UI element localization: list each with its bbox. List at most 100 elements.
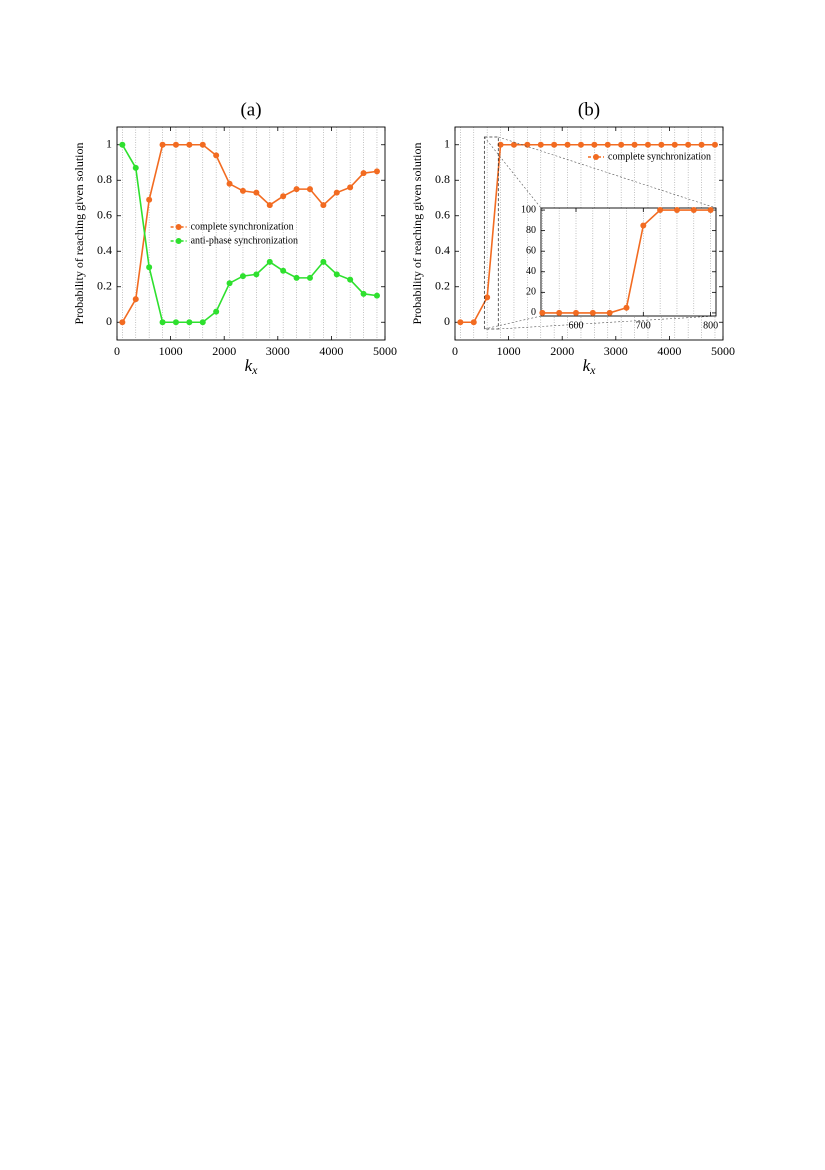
y-tick-label: 1 bbox=[444, 137, 450, 151]
data-point bbox=[226, 280, 233, 287]
y-axis-label: Probability of reaching given solution bbox=[72, 143, 86, 325]
data-point bbox=[673, 207, 680, 214]
data-point bbox=[604, 141, 611, 148]
data-point bbox=[510, 141, 517, 148]
data-point bbox=[186, 141, 193, 148]
data-point bbox=[373, 168, 380, 175]
data-point bbox=[470, 319, 477, 326]
zoom-region bbox=[483, 136, 499, 330]
data-point bbox=[199, 319, 206, 326]
data-point bbox=[657, 207, 664, 214]
data-point bbox=[640, 222, 647, 229]
data-point bbox=[253, 271, 260, 278]
data-point bbox=[159, 141, 166, 148]
x-axis-label-subscript: x bbox=[589, 363, 596, 377]
data-point bbox=[280, 193, 287, 200]
x-axis-label-base: k bbox=[245, 356, 253, 375]
y-tick-label: 0.8 bbox=[97, 172, 112, 186]
y-tick-label: 0.6 bbox=[435, 208, 450, 222]
axes-frame bbox=[540, 207, 717, 317]
x-axis-label-subscript: x bbox=[251, 363, 258, 377]
data-point bbox=[690, 207, 697, 214]
data-point bbox=[186, 319, 193, 326]
plot-background bbox=[117, 127, 385, 340]
data-point bbox=[644, 141, 651, 148]
data-point bbox=[537, 141, 544, 148]
y-tick-label: 0.2 bbox=[97, 279, 112, 293]
data-point bbox=[119, 141, 126, 148]
data-point bbox=[698, 141, 705, 148]
x-tick-label: 700 bbox=[636, 320, 651, 331]
x-tick-label: 4000 bbox=[319, 344, 343, 358]
y-tick-label: 0 bbox=[444, 314, 450, 328]
data-point bbox=[685, 141, 692, 148]
data-point bbox=[333, 271, 340, 278]
data-point bbox=[591, 141, 598, 148]
data-point bbox=[159, 319, 166, 326]
x-tick-label: 2000 bbox=[550, 344, 574, 358]
data-point bbox=[539, 309, 546, 316]
x-tick-label: 2000 bbox=[212, 344, 236, 358]
y-tick-label: 80 bbox=[526, 225, 536, 236]
y-tick-label: 0.2 bbox=[435, 279, 450, 293]
zoom-connector bbox=[484, 315, 542, 330]
data-point bbox=[564, 141, 571, 148]
data-point bbox=[253, 189, 260, 196]
data-point bbox=[360, 170, 367, 177]
data-point bbox=[606, 309, 613, 316]
data-point bbox=[239, 273, 246, 280]
data-point bbox=[320, 258, 327, 265]
y-tick-label: 0 bbox=[106, 314, 112, 328]
data-point bbox=[333, 189, 340, 196]
data-point bbox=[293, 186, 300, 193]
data-point bbox=[306, 186, 313, 193]
data-point bbox=[658, 141, 665, 148]
data-point bbox=[711, 141, 718, 148]
x-tick-label: 0 bbox=[452, 344, 458, 358]
panel-title: (b) bbox=[578, 99, 600, 120]
axes-frame bbox=[454, 126, 724, 341]
data-point bbox=[132, 296, 139, 303]
x-axis-label: kx bbox=[583, 356, 597, 377]
axes-frame bbox=[116, 126, 386, 341]
y-tick-label: 1 bbox=[106, 137, 112, 151]
data-point bbox=[266, 258, 273, 265]
data-point bbox=[213, 308, 220, 315]
y-tick-label: 60 bbox=[526, 245, 536, 256]
zoom-connector bbox=[484, 136, 542, 209]
data-point bbox=[266, 202, 273, 209]
data-point bbox=[497, 141, 504, 148]
data-point bbox=[146, 196, 153, 203]
data-point bbox=[239, 187, 246, 194]
x-tick-label: 4000 bbox=[657, 344, 681, 358]
data-point bbox=[293, 274, 300, 281]
x-axis-label-base: k bbox=[583, 356, 591, 375]
data-point bbox=[119, 319, 126, 326]
x-tick-label: 1000 bbox=[497, 344, 521, 358]
x-tick-label: 600 bbox=[569, 320, 584, 331]
data-point bbox=[484, 294, 491, 301]
y-tick-label: 0.4 bbox=[97, 243, 112, 257]
data-point bbox=[457, 319, 464, 326]
y-tick-label: 0.6 bbox=[97, 208, 112, 222]
legend-marker bbox=[593, 154, 599, 160]
x-tick-label: 5000 bbox=[373, 344, 397, 358]
data-point bbox=[589, 309, 596, 316]
legend-label: complete synchronization bbox=[191, 221, 294, 232]
panel-title: (a) bbox=[240, 99, 261, 120]
data-point bbox=[172, 141, 179, 148]
data-point bbox=[707, 207, 714, 214]
data-point bbox=[320, 202, 327, 209]
legend-marker bbox=[175, 238, 182, 244]
data-point bbox=[199, 141, 206, 148]
x-tick-label: 3000 bbox=[266, 344, 290, 358]
x-tick-label: 5000 bbox=[711, 344, 735, 358]
data-point bbox=[226, 180, 233, 187]
legend-label: anti-phase synchronization bbox=[191, 235, 298, 246]
data-point bbox=[373, 292, 380, 299]
data-point bbox=[577, 141, 584, 148]
legend-marker bbox=[175, 224, 182, 230]
x-tick-label: 800 bbox=[703, 320, 718, 331]
data-point bbox=[573, 309, 579, 316]
